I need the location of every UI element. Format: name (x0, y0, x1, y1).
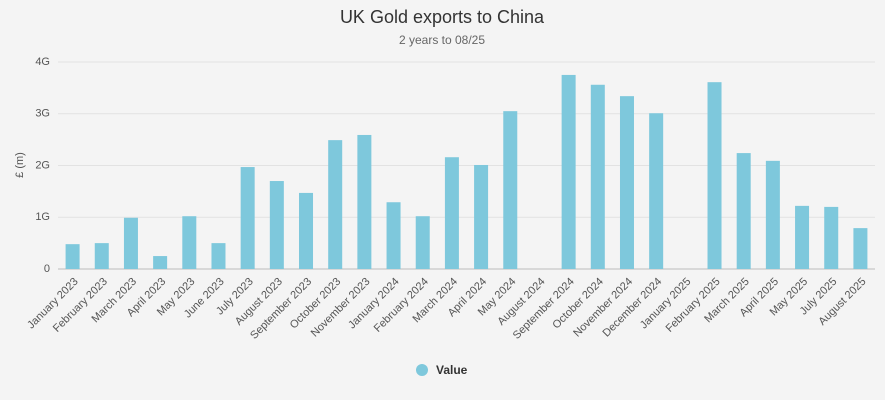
bar (269, 181, 284, 269)
bar (357, 134, 372, 269)
chart-subtitle: 2 years to 08/25 (399, 33, 485, 47)
bar (123, 217, 138, 269)
y-tick-label: 3G (35, 108, 50, 120)
bar (795, 205, 810, 269)
bar (649, 113, 664, 269)
y-axis-label: £ (m) (14, 152, 26, 178)
bar (153, 256, 168, 269)
bar (707, 82, 722, 270)
chart-title: UK Gold exports to China (340, 7, 545, 27)
bar (503, 111, 518, 269)
bar (736, 153, 751, 269)
bar (94, 243, 109, 269)
y-tick-label: 1G (35, 211, 50, 223)
bar (824, 206, 839, 269)
y-tick-label: 0 (44, 263, 50, 275)
bar (328, 140, 343, 269)
bar (619, 96, 634, 269)
bar (474, 164, 489, 269)
bar (299, 192, 314, 269)
legend-label: Value (436, 363, 468, 377)
bar (65, 244, 80, 269)
y-tick-label: 2G (35, 159, 50, 171)
bar (386, 202, 401, 269)
bar (211, 243, 226, 269)
bar (853, 228, 868, 269)
y-tick-label: 4G (35, 56, 50, 68)
bar (182, 216, 197, 269)
bar (444, 157, 459, 269)
bar (561, 74, 576, 269)
bar (240, 167, 255, 269)
legend-marker (416, 364, 428, 376)
bar (590, 84, 605, 270)
bar (415, 216, 430, 269)
bar (765, 160, 780, 269)
